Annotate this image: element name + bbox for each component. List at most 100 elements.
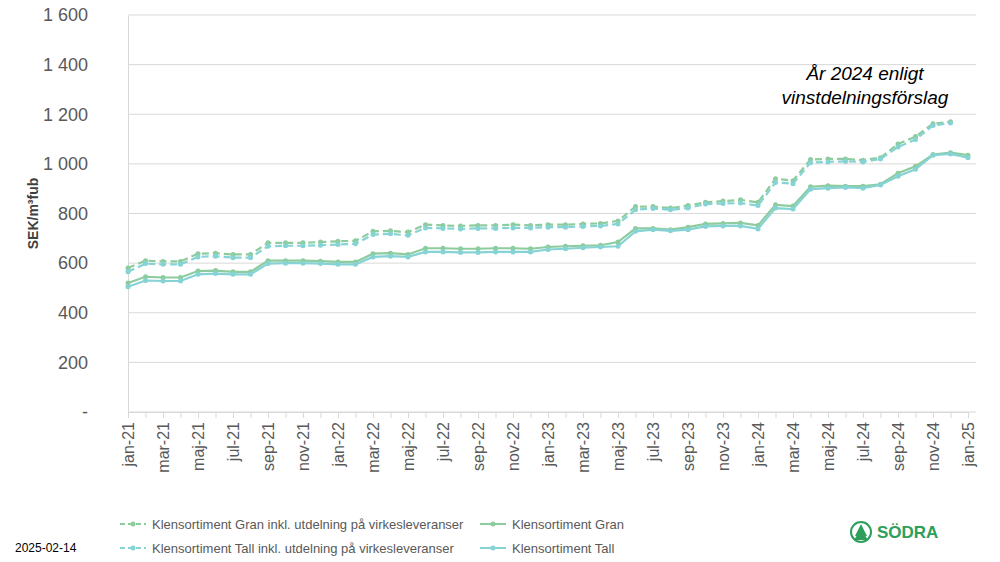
axis-title: SEK/m³fub <box>25 178 41 250</box>
tick-mark <box>863 412 864 418</box>
tick-mark <box>268 412 269 418</box>
tick-label: jan-25 <box>960 422 977 468</box>
point <box>231 255 236 260</box>
tick-label: jul-22 <box>435 422 452 462</box>
tick: 600 <box>58 253 128 273</box>
point <box>721 223 726 228</box>
tick: jan-22 <box>330 412 347 467</box>
point <box>826 186 831 191</box>
tick <box>146 412 147 418</box>
legend-marker <box>491 546 496 551</box>
tick-label: mar-23 <box>575 422 592 473</box>
point <box>126 284 131 289</box>
tick: sep-23 <box>680 412 697 471</box>
point <box>773 180 778 185</box>
tick: 800 <box>58 204 128 224</box>
tick-mark <box>531 412 532 418</box>
tick-label: maj-22 <box>400 422 417 471</box>
tick-label: mar-21 <box>155 422 172 473</box>
tick <box>916 412 917 418</box>
tick-mark <box>898 412 899 418</box>
tick-label: 1 400 <box>43 55 88 75</box>
point <box>196 254 201 259</box>
tick-mark <box>513 412 514 418</box>
point <box>633 229 638 234</box>
tick-mark <box>373 412 374 418</box>
tick <box>251 412 252 418</box>
point <box>493 249 498 254</box>
tick: maj-22 <box>400 412 417 471</box>
tick-label: 200 <box>58 353 88 373</box>
tick-label: sep-23 <box>680 422 697 471</box>
y-axis: -2004006008001 0001 2001 4001 600 <box>43 5 129 422</box>
legend-marker <box>131 522 136 527</box>
point <box>126 269 131 274</box>
legend-label: Klensortiment Gran <box>512 517 624 532</box>
tick-mark <box>758 412 759 418</box>
tick: 1 000 <box>43 154 128 174</box>
tick-mark <box>391 412 392 418</box>
point <box>213 271 218 276</box>
tick: jan-21 <box>120 412 137 467</box>
series-line <box>128 154 968 287</box>
point <box>493 226 498 231</box>
tick <box>811 412 812 418</box>
point <box>896 174 901 179</box>
point <box>756 226 761 231</box>
point <box>878 156 883 161</box>
tick-mark <box>181 412 182 418</box>
point <box>651 227 656 232</box>
tick-mark <box>828 412 829 418</box>
tick-label: 1 000 <box>43 154 88 174</box>
point <box>616 221 621 226</box>
point <box>143 261 148 266</box>
tick: sep-22 <box>470 412 487 471</box>
point <box>703 224 708 229</box>
tick-label: sep-24 <box>890 422 907 471</box>
tick <box>461 412 462 418</box>
point <box>336 262 341 267</box>
tick-label: mar-22 <box>365 422 382 473</box>
tick-mark <box>356 412 357 418</box>
tick-label: 400 <box>58 303 88 323</box>
legend-marker <box>131 546 136 551</box>
tick-mark <box>548 412 549 418</box>
tick: maj-24 <box>820 412 837 471</box>
point <box>791 207 796 212</box>
tick-mark <box>251 412 252 418</box>
grid-line <box>128 263 976 264</box>
x-axis: jan-21mar-21maj-21jul-21sep-21nov-21jan-… <box>120 412 977 473</box>
point <box>686 227 691 232</box>
tick-label: jan-21 <box>120 422 137 468</box>
tick-mark <box>968 412 969 418</box>
tick: mar-21 <box>155 412 172 473</box>
tick-mark <box>933 412 934 418</box>
tick <box>531 412 532 418</box>
point <box>248 255 253 260</box>
tick-label: jul-21 <box>225 422 242 462</box>
tick: nov-21 <box>295 412 312 471</box>
point <box>266 244 271 249</box>
tick: mar-23 <box>575 412 592 473</box>
point <box>441 249 446 254</box>
tick: nov-22 <box>505 412 522 471</box>
point <box>896 145 901 150</box>
chart: -2004006008001 0001 2001 4001 600SEK/m³f… <box>0 0 1000 562</box>
point <box>528 225 533 230</box>
tick-mark <box>461 412 462 418</box>
footnote: 2025-02-14 <box>15 541 77 555</box>
logo-text: SÖDRA <box>877 523 938 542</box>
tick-mark <box>776 412 777 418</box>
grid-line <box>128 213 976 214</box>
point <box>301 243 306 248</box>
tick-label: jul-24 <box>855 422 872 462</box>
tick-mark <box>723 412 724 418</box>
tick: jul-21 <box>225 412 242 462</box>
point <box>546 247 551 252</box>
tick-mark <box>583 412 584 418</box>
tick-label: jan-24 <box>750 422 767 468</box>
series-line <box>128 153 968 283</box>
tick-mark <box>566 412 567 418</box>
tick-mark <box>811 412 812 418</box>
point <box>406 254 411 259</box>
